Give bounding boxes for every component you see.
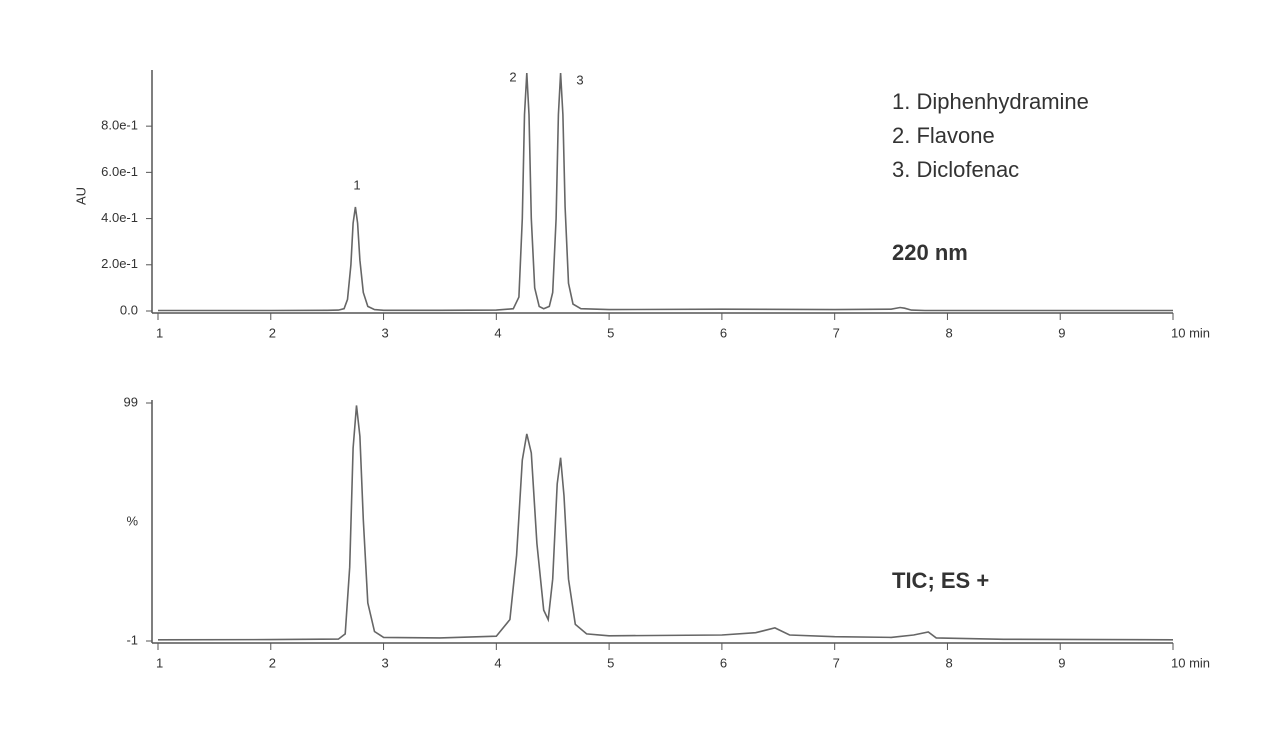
trace [158,72,1173,312]
x-tick-label: 3 [382,325,389,340]
condition-label: 220 nm [892,240,968,265]
x-tick-label: 1 [156,325,163,340]
x-tick-label: 7 [833,655,840,670]
x-tick-label: 9 [1058,655,1065,670]
x-tick-label: 7 [833,325,840,340]
x-tick-label: 10 min [1171,325,1210,340]
peak-label: 3 [576,72,583,87]
x-tick-label: 6 [720,655,727,670]
peak-label: 2 [509,69,516,84]
x-tick-label: 4 [494,325,501,340]
compound-legend: 1. Diphenhydramine [892,89,1089,114]
x-tick-label: 1 [156,655,163,670]
y-tick-label: 4.0e-1 [101,210,138,225]
x-tick-label: 8 [945,655,952,670]
y-tick-label: 99 [124,394,138,409]
compound-legend: 3. Diclofenac [892,157,1019,182]
x-tick-label: 2 [269,655,276,670]
y-axis-label: % [126,513,138,528]
x-tick-label: 9 [1058,325,1065,340]
condition-label: TIC; ES + [892,568,989,593]
y-tick-label: 0.0 [120,302,138,317]
x-tick-label: 8 [945,325,952,340]
x-tick-label: 5 [607,325,614,340]
compound-legend: 2. Flavone [892,123,995,148]
peak-label: 1 [353,177,360,192]
x-tick-label: 6 [720,325,727,340]
x-tick-label: 5 [607,655,614,670]
trace [157,405,1174,641]
y-tick-label: 2.0e-1 [101,256,138,271]
x-tick-label: 3 [382,655,389,670]
y-tick-label: -1 [126,632,138,647]
y-axis-label: AU [73,187,88,205]
x-tick-label: 2 [269,325,276,340]
x-tick-label: 10 min [1171,655,1210,670]
y-tick-label: 6.0e-1 [101,164,138,179]
x-tick-label: 4 [494,655,501,670]
y-tick-label: 8.0e-1 [101,118,138,133]
